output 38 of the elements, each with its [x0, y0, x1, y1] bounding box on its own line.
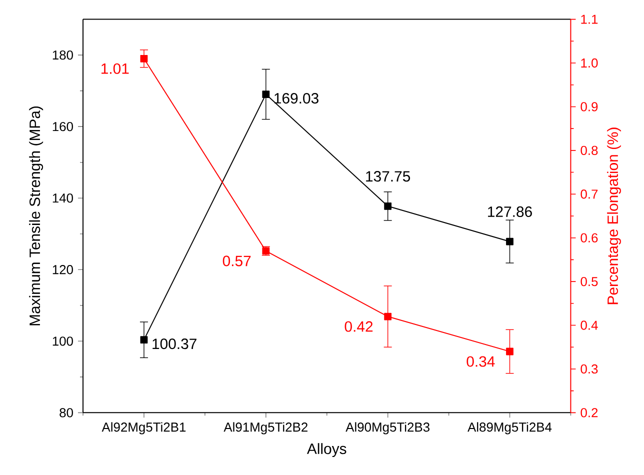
point [262, 90, 270, 98]
y2-tick-label: 0.5 [580, 276, 598, 286]
x-tick-label: Al89Mg5Ti2B4 [468, 422, 552, 434]
y-tick-label: 160 [52, 122, 73, 132]
y-tick-label: 120 [52, 265, 73, 274]
y-tick-label: 140 [52, 194, 73, 203]
point [140, 54, 148, 62]
data-label: 0.34 [466, 356, 495, 367]
y2-tick-label: 0.7 [580, 190, 598, 199]
data-label: 127.86 [488, 206, 532, 217]
x-tick-label: Al90Mg5Ti2B3 [346, 422, 430, 434]
point [506, 238, 514, 246]
data-label: 100.37 [152, 338, 196, 350]
y2-axis-title: Percentage Elongation (%) [607, 128, 621, 304]
data-label: 0.57 [222, 256, 251, 266]
y2-tick-label: 0.2 [580, 408, 598, 418]
point [140, 336, 148, 344]
data-label: 169.03 [274, 92, 318, 104]
y-tick-label: 180 [52, 50, 73, 60]
point [506, 348, 514, 356]
y-axis-title: Maximum Tensile Strength (MPa) [29, 106, 44, 326]
point [384, 312, 392, 320]
y2-tick-label: 0.4 [580, 320, 598, 330]
y2-tick-label: 0.8 [580, 146, 598, 156]
x-tick-label: Al91Mg5Ti2B2 [224, 422, 308, 434]
y2-tick-label: 1.1 [581, 14, 598, 24]
point [384, 202, 392, 210]
data-label: 0.42 [344, 321, 373, 332]
data-label: 137.75 [366, 171, 410, 182]
x-tick-label: Al92Mg5Ti2B1 [102, 422, 186, 434]
data-label: 1.01 [102, 63, 129, 74]
y-tick-label: 80 [60, 408, 73, 418]
y2-tick-label: 1.0 [581, 58, 598, 68]
y-tick-label: 100 [52, 336, 73, 346]
y2-tick-label: 0.9 [580, 102, 598, 112]
x-axis-title: Alloys [306, 443, 346, 458]
y2-tick-label: 0.6 [580, 233, 598, 242]
y2-tick-label: 0.3 [580, 364, 598, 374]
